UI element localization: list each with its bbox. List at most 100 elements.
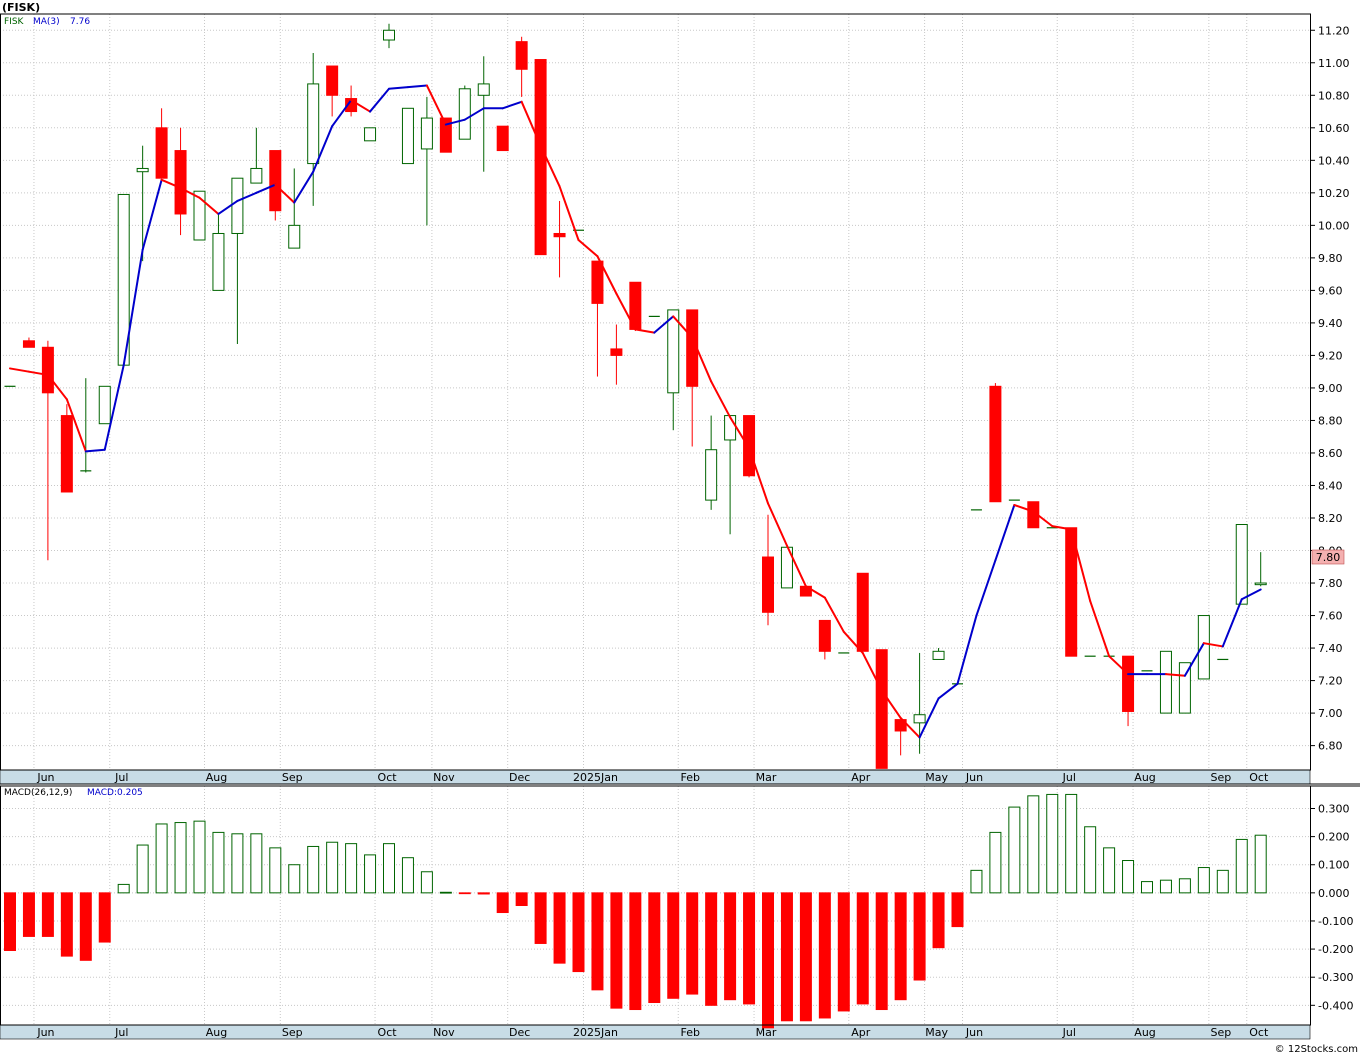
candle — [458, 85, 471, 140]
candle-body — [667, 309, 680, 394]
price-tick-label: 9.20 — [1318, 349, 1343, 362]
month-label: Sep — [282, 1026, 303, 1039]
ma-segment — [748, 447, 769, 505]
candle-body — [1178, 662, 1191, 714]
price-tick-label: 9.40 — [1318, 317, 1343, 330]
month-axis-band — [0, 1024, 1311, 1040]
candle — [856, 572, 869, 652]
candle — [155, 108, 168, 179]
ma-segment — [46, 373, 68, 401]
macd-bar — [22, 892, 35, 937]
price-tick-label: 7.00 — [1318, 707, 1343, 720]
ma-segment — [596, 255, 618, 295]
candle-body — [534, 59, 547, 256]
macd-bar — [98, 892, 111, 943]
candle — [705, 415, 718, 510]
macd-bar — [970, 869, 983, 894]
macd-value: MACD:0.205 — [87, 788, 143, 798]
candle-body — [932, 650, 945, 660]
candle-body — [193, 190, 206, 241]
candle-body — [98, 385, 111, 425]
month-label: Aug — [1134, 771, 1155, 784]
candle-body — [231, 177, 244, 234]
candle-body — [41, 346, 54, 394]
candle — [288, 168, 301, 249]
candle-body — [401, 107, 414, 165]
month-label: Apr — [851, 771, 871, 784]
candle — [591, 260, 604, 377]
candle-body — [875, 649, 888, 769]
macd-bar — [193, 820, 206, 894]
candle — [136, 145, 149, 262]
month-label: May — [925, 771, 948, 784]
candle-body — [1122, 655, 1135, 712]
candle — [515, 36, 528, 97]
ma-segment — [1070, 528, 1092, 602]
ma-segment — [975, 559, 997, 617]
ma-segment — [179, 186, 201, 199]
month-label: Mar — [756, 771, 777, 784]
ma-segment — [236, 191, 258, 202]
legend-ma-value: 7.76 — [70, 17, 90, 27]
month-label: Oct — [1249, 1026, 1269, 1039]
ma-segment — [615, 292, 637, 331]
ma-segment — [899, 716, 921, 739]
price-candles — [4, 23, 1267, 769]
macd-bar — [1254, 834, 1267, 894]
candle-body — [383, 29, 395, 41]
month-label: Aug — [206, 1026, 227, 1039]
price-panel-frame — [0, 13, 1311, 771]
ma-segment — [425, 84, 447, 126]
ma-segment — [710, 380, 732, 419]
ma-segment — [558, 185, 580, 241]
candle — [326, 65, 339, 117]
macd-bar — [1027, 795, 1040, 894]
macd-bar — [231, 833, 244, 894]
macd-bar — [724, 892, 737, 1001]
month-label: Sep — [1210, 1026, 1231, 1039]
ma-segment — [255, 183, 277, 194]
ma-segment — [539, 144, 561, 188]
candle-body — [1197, 615, 1210, 680]
macd-bar — [136, 844, 149, 894]
macd-bar — [420, 871, 433, 894]
price-tick-label: 9.00 — [1318, 382, 1343, 395]
candle — [610, 324, 623, 385]
price-tick-label: 11.00 — [1318, 57, 1350, 70]
ma-segment — [1221, 598, 1243, 648]
candle — [1235, 524, 1248, 605]
ma-segment — [804, 585, 826, 599]
candle — [250, 127, 263, 184]
macd-bar — [155, 823, 168, 894]
macd-tick-label: 0.200 — [1318, 831, 1350, 844]
price-tick-label: 8.40 — [1318, 479, 1343, 492]
month-label: Feb — [681, 771, 700, 784]
macd-bar — [780, 892, 793, 1022]
ma-segment — [672, 315, 694, 339]
macd-bar — [458, 892, 471, 895]
month-label: Dec — [509, 1026, 530, 1039]
ma-segment — [444, 118, 466, 126]
month-label: Jul — [1062, 1026, 1076, 1039]
macd-tick-label: -0.200 — [1318, 943, 1353, 956]
month-label: Aug — [206, 771, 227, 784]
candle — [401, 107, 414, 165]
month-label: Aug — [1134, 1026, 1155, 1039]
macd-bar — [629, 892, 642, 1011]
candle-body — [913, 714, 926, 724]
price-tick-label: 7.40 — [1318, 642, 1343, 655]
macd-bar — [269, 847, 282, 894]
macd-bar — [41, 892, 54, 937]
candle-body — [610, 348, 623, 356]
macd-bar — [648, 892, 661, 1004]
macd-tick-label: 0.100 — [1318, 859, 1350, 872]
macd-bar — [837, 892, 850, 1012]
price-tick-label: 7.60 — [1318, 610, 1343, 623]
ma-segment — [1051, 525, 1073, 531]
ma-segment — [463, 107, 485, 121]
month-label: May — [925, 1026, 948, 1039]
copyright-text: © 12Stocks.com — [1275, 1044, 1358, 1055]
macd-bar — [762, 892, 774, 1029]
candle-body — [307, 83, 320, 165]
